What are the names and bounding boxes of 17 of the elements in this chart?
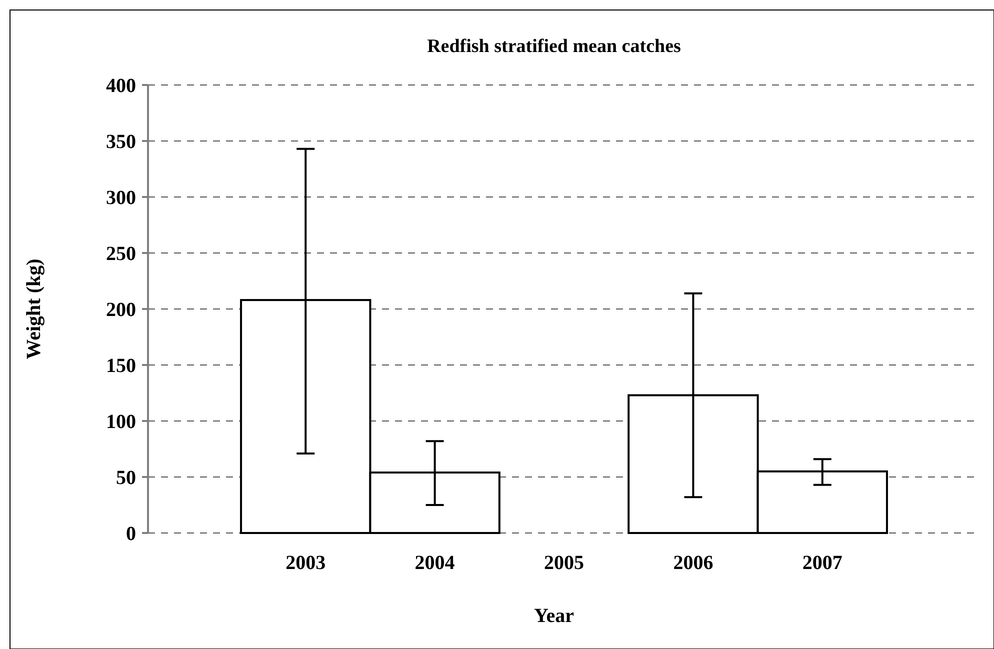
y-tick-label: 200 (106, 299, 136, 321)
y-tick-label: 250 (106, 243, 136, 265)
y-tick-label: 300 (106, 187, 136, 209)
y-axis-title: Weight (kg) (23, 258, 45, 360)
y-tick-label: 0 (126, 523, 136, 545)
y-tick-label: 400 (106, 75, 136, 97)
x-tick-label: 2007 (802, 552, 842, 574)
y-tick-label: 50 (116, 467, 136, 489)
x-tick-label: 2004 (414, 552, 455, 574)
y-tick-label: 100 (106, 411, 136, 433)
chart-title: Redfish stratified mean catches (427, 36, 681, 57)
x-axis-title: Year (534, 605, 574, 627)
x-tick-label: 2005 (544, 552, 584, 574)
x-tick-label: 2006 (673, 552, 714, 574)
y-tick-label: 150 (106, 355, 136, 377)
y-tick-label: 350 (106, 131, 136, 153)
x-tick-label: 2003 (286, 552, 326, 574)
